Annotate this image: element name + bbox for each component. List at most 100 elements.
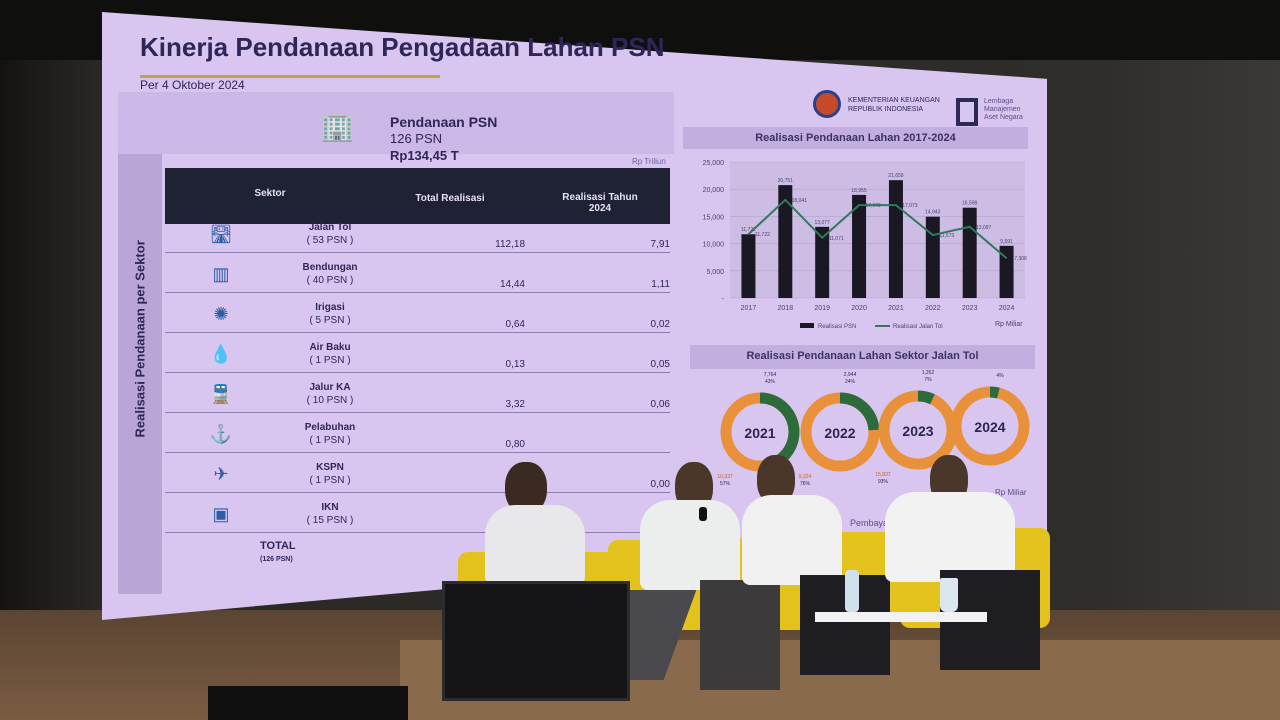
chart-unit: Rp Miliar (995, 321, 1023, 328)
donut-unit: Rp Miliar (995, 488, 1027, 497)
x-tick-label: 2019 (814, 305, 830, 312)
y-tick-label: 10,000 (703, 242, 725, 249)
donut-green-segment (950, 386, 1030, 466)
x-tick-label: 2020 (851, 305, 867, 312)
tourism-icon: ✈ (213, 464, 229, 484)
sector-label: Irigasi (315, 302, 345, 313)
water-glass (940, 578, 958, 612)
sector-count: ( 5 PSN ) (309, 315, 351, 326)
x-tick-label: 2024 (999, 305, 1015, 312)
green-pct: 24% (845, 379, 856, 385)
line-data-label: 11,071 (829, 236, 844, 242)
title-underline (140, 75, 440, 78)
sector-label: Bendungan (302, 262, 358, 273)
bar-data-label: 13,077 (815, 220, 831, 226)
bar-chart-title: Realisasi Pendanaan Lahan 2017-2024 (683, 127, 1028, 149)
sector-name: IKN ( 15 PSN ) (295, 501, 365, 527)
total-label: TOTAL (260, 540, 296, 552)
summary-band (118, 92, 674, 154)
orange-pct: 93% (878, 479, 889, 485)
toll-road-icon: 🛣 (209, 224, 233, 244)
logo-line: REPUBLIK INDONESIA (848, 106, 924, 113)
bar-data-label: 20,751 (778, 178, 794, 184)
bar-data-label: 14,943 (925, 210, 941, 216)
lman-logo-icon (956, 98, 978, 126)
total-value: 0,80 (505, 439, 525, 450)
line-data-label: 7,308 (1014, 256, 1027, 262)
donut-section-title: Realisasi Pendanaan Lahan Sektor Jalan T… (690, 345, 1035, 369)
summary-count: 126 PSN (390, 131, 443, 146)
bar (741, 234, 756, 298)
kemenkeu-logo-text: KEMENTERIAN KEUANGAN REPUBLIK INDONESIA (848, 96, 940, 114)
bar (999, 245, 1014, 298)
summary-amount: Rp134,45 T (390, 148, 459, 163)
line-data-label: 11,722 (755, 232, 770, 238)
sector-label: Jalur KA (309, 382, 351, 393)
total-value: 0,13 (505, 359, 525, 370)
green-value: 2,944 (844, 372, 857, 378)
table-row: 🚆 Jalur KA ( 10 PSN ) 3,32 0,06 (165, 373, 670, 413)
building-funding-icon: 🏢 (320, 111, 355, 142)
bar-data-label: 9,591 (1000, 239, 1013, 245)
sector-name: Irigasi ( 5 PSN ) (295, 301, 365, 327)
slide-title: Kinerja Pendanaan Pengadaan Lahan PSN (140, 32, 665, 62)
table-header: Sektor Total Realisasi Realisasi Tahun 2… (165, 168, 670, 224)
bar (778, 185, 793, 298)
table-row: ⚓ Pelabuhan ( 1 PSN ) 0,80 (165, 413, 670, 453)
bar (962, 207, 977, 298)
side-label: Realisasi Pendanaan per Sektor (132, 240, 148, 438)
floor-speaker (208, 686, 408, 720)
table-row: ✺ Irigasi ( 5 PSN ) 0,64 0,02 (165, 293, 670, 333)
orange-value: 10,337 (717, 474, 733, 480)
bar-chart: - 5,000 10,000 15,000 20,000 25,000 11,72211,7… (703, 160, 1027, 330)
orange-pct: 76% (800, 481, 811, 487)
stage-monitor (442, 581, 630, 701)
microphone-icon (699, 507, 707, 521)
y-tick-label: 15,000 (703, 214, 725, 221)
bar (925, 216, 940, 298)
total-value: 14,44 (499, 279, 525, 290)
sector-count: ( 1 PSN ) (309, 435, 351, 446)
total-value: 0,64 (505, 319, 525, 330)
sector-name: KSPN ( 1 PSN ) (295, 461, 365, 487)
line-series (747, 198, 1008, 260)
sector-count: ( 53 PSN ) (306, 235, 354, 246)
green-value: 7,764 (764, 372, 777, 378)
y-tick-label: - (722, 296, 725, 303)
speaker-shirt (485, 505, 585, 585)
sector-name: Jalan Tol ( 53 PSN ) (295, 221, 365, 247)
orange-value: 9,224 (799, 474, 812, 480)
sector-name: Pelabuhan ( 1 PSN ) (295, 421, 365, 447)
header-sektor: Sektor (254, 188, 286, 199)
sector-count: ( 40 PSN ) (306, 275, 354, 286)
legend-label: Realisasi Jalan Tol (893, 324, 943, 330)
value-2024: 0,00 (650, 479, 670, 490)
value-2024: 0,05 (650, 359, 670, 370)
value-2024: 0,02 (650, 319, 670, 330)
sector-label: KSPN (316, 462, 344, 473)
header-2024: Realisasi Tahun 2024 (562, 192, 638, 214)
line-data-label: 18,041 (792, 198, 808, 204)
sector-label: IKN (321, 502, 339, 513)
donut-green-segment (800, 392, 880, 472)
donut-year: 2022 (824, 425, 855, 441)
x-tick-label: 2017 (741, 305, 757, 312)
value-2024: 7,91 (650, 239, 670, 250)
bar-data-label: 11,722 (741, 227, 756, 233)
port-icon: ⚓ (209, 424, 233, 444)
side-band (118, 154, 162, 594)
sector-name: Jalur KA ( 10 PSN ) (295, 381, 365, 407)
x-tick-label: 2018 (778, 305, 794, 312)
green-value: 328 (996, 370, 1005, 372)
x-tick-label: 2022 (925, 305, 941, 312)
table-row: ▣ IKN( 15 PSN ) 1,4 (165, 493, 670, 533)
bar-data-label: 18,955 (851, 188, 867, 194)
logo-line: KEMENTERIAN KEUANGAN (848, 97, 940, 104)
line-data-label: 13,097 (976, 225, 992, 231)
bar-data-label: 21,659 (888, 173, 904, 179)
x-tick-label: 2021 (888, 305, 904, 312)
moderator-shirt (640, 500, 740, 590)
water-drop-icon: 💧 (209, 344, 233, 364)
footer-partial: Pembayaran (850, 518, 902, 528)
sector-count: ( 1 PSN ) (309, 355, 351, 366)
